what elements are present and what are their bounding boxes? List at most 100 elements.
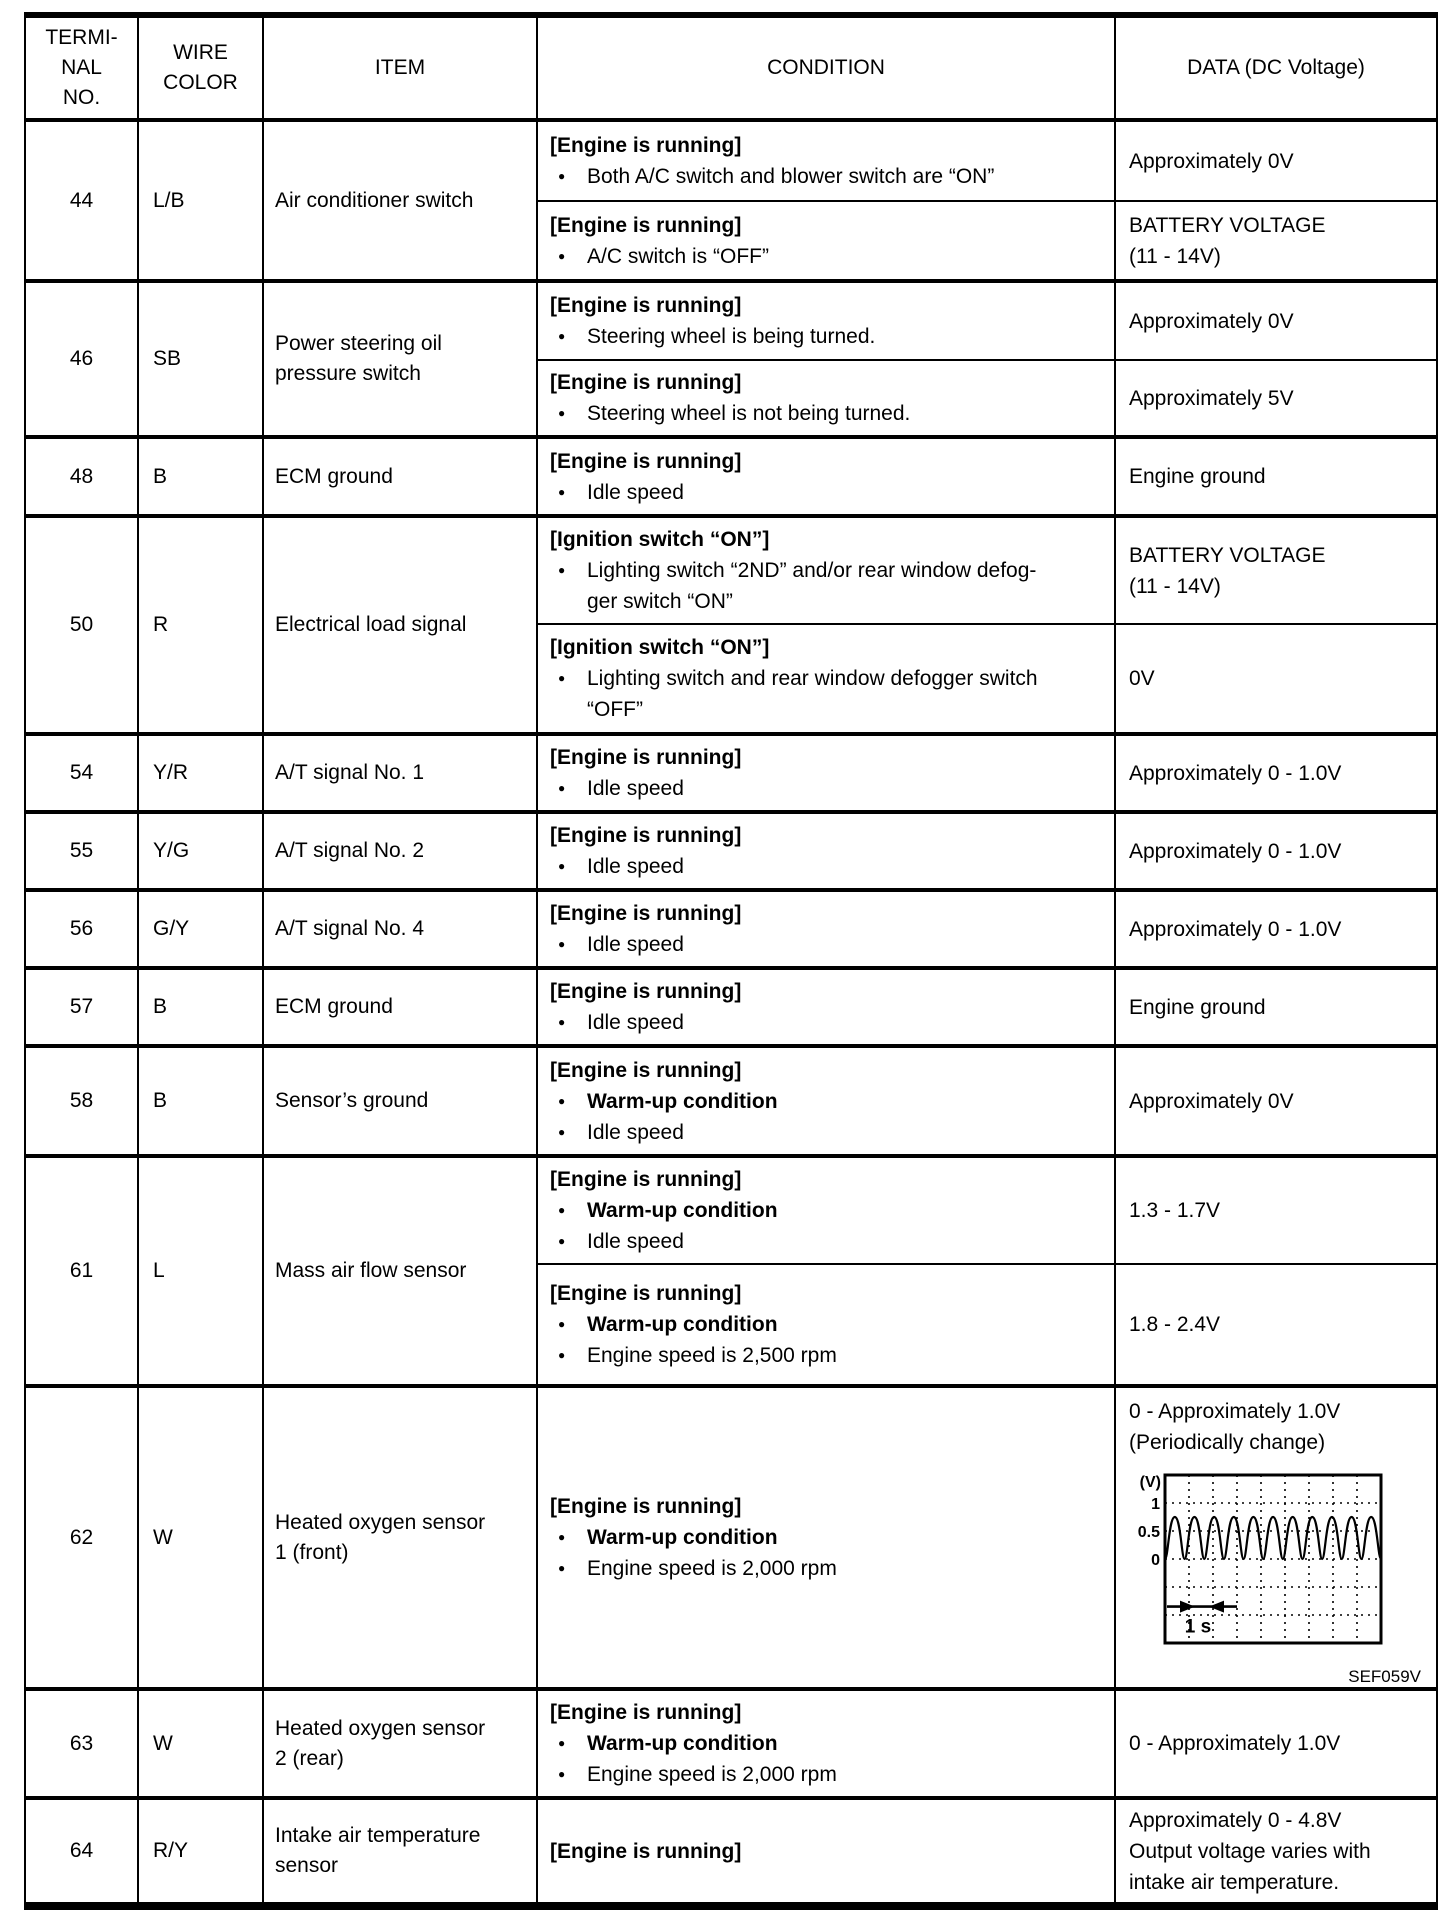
- item-cell: Intake air temperature sensor: [262, 1796, 538, 1906]
- data-value-text: 0V: [1129, 667, 1155, 690]
- condition-header: [Ignition switch “ON”]: [550, 528, 770, 551]
- col-header-terminal-no: TERMI- NAL NO.: [24, 15, 139, 122]
- condition-bullet: ● Idle speed: [538, 929, 1110, 960]
- wire-color-cell: G/Y: [137, 888, 264, 968]
- terminal-no-cell: 58: [24, 1044, 139, 1156]
- span-arrowhead-right-icon: [1180, 1600, 1195, 1613]
- condition-bullet-text: Engine speed is 2,000 rpm: [587, 1763, 837, 1786]
- item-cell: Mass air flow sensor: [262, 1154, 538, 1386]
- data-value-text: Approximately 5V: [1129, 386, 1294, 410]
- condition-bullet: ● Engine speed is 2,000 rpm: [538, 1553, 1110, 1584]
- condition-bullet-text: Both A/C switch and blower switch are “O…: [587, 165, 995, 188]
- terminal-no-cell: 61: [24, 1154, 139, 1386]
- data-cell: Approximately 0 - 1.0V: [1114, 810, 1438, 890]
- wire-color-cell: L: [137, 1154, 264, 1386]
- col-header-wire-color: WIRE COLOR: [137, 15, 264, 122]
- bullet-icon: ●: [558, 1736, 566, 1750]
- condition-header: [Engine is running]: [550, 980, 742, 1003]
- data-cell: Approximately 0V: [1114, 1044, 1438, 1156]
- condition-bullet-text: Idle speed: [587, 1230, 684, 1253]
- item-cell: ECM ground: [262, 435, 538, 516]
- table-row: 44 L/B Air conditioner switch [Engine is ru…: [24, 118, 1438, 281]
- bullet-icon: ●: [558, 1530, 566, 1544]
- condition-bullet-text: Idle speed: [587, 1120, 684, 1144]
- condition-header: [Engine is running]: [550, 1839, 742, 1863]
- bullet-icon: ●: [558, 1234, 566, 1248]
- condition-header: [Engine is running]: [550, 746, 742, 769]
- condition-bullet: ● Idle speed: [538, 851, 1110, 882]
- condition-cell: [Engine is running] ● Steering wheel is no…: [536, 359, 1116, 437]
- table-row: [Engine is running] ● A/C switch is “OFF” B…: [25, 200, 1438, 281]
- data-value-text: BATTERY VOLTAGE (11 - 14V): [1129, 213, 1326, 268]
- wire-color-cell: B: [137, 966, 264, 1046]
- condition-bullet-text: Steering wheel is being turned.: [587, 325, 876, 348]
- data-value-text: Approximately 0 - 1.0V: [1129, 761, 1342, 785]
- y-axis-tick-label: 0.5: [1138, 1524, 1160, 1541]
- wire-color-cell: R: [137, 514, 264, 734]
- data-value-text: 0 - Approximately 1.0V (Periodically cha…: [1129, 1400, 1341, 1454]
- col-header-item: ITEM: [262, 15, 538, 122]
- condition-cell: [Ignition switch “ON”] ● Lighting switch “…: [536, 514, 1116, 624]
- condition-cell: [Ignition switch “ON”] ● Lighting switch a…: [536, 623, 1116, 734]
- condition-cell: [Engine is running]: [536, 1796, 1116, 1906]
- condition-bullet: ● Warm-up condition: [538, 1309, 1110, 1340]
- table-row: 46 SB Power steering oil pressure switch [E…: [24, 279, 1438, 437]
- condition-bullet-text: Idle speed: [587, 480, 684, 504]
- condition-bullet-text: Idle speed: [587, 855, 684, 878]
- item-cell: Heated oxygen sensor 1 (front): [262, 1384, 538, 1689]
- terminal-no-cell: 62: [24, 1384, 139, 1689]
- data-value-text: Engine ground: [1129, 465, 1266, 488]
- ecm-terminal-voltage-table: TERMI- NAL NO. WIRE COLOR ITEM CONDITION…: [24, 12, 1438, 1910]
- condition-header: [Engine is running]: [550, 902, 742, 925]
- condition-cell: [Engine is running] ● Idle speed: [536, 732, 1116, 812]
- time-span-label: 1 s: [1185, 1617, 1211, 1638]
- condition-header: [Engine is running]: [550, 213, 742, 237]
- col-header-condition: CONDITION: [536, 15, 1116, 122]
- condition-bullet: ● Idle speed: [538, 477, 1110, 508]
- item-cell: A/T signal No. 2: [262, 810, 538, 890]
- wire-color-cell: R/Y: [137, 1796, 264, 1906]
- condition-cell: [Engine is running] ● Steering wheel is be…: [536, 279, 1116, 360]
- condition-cell: [Engine is running] ● Idle speed: [536, 966, 1116, 1046]
- condition-bullet-text: Idle speed: [587, 1011, 684, 1034]
- bullet-icon: ●: [558, 329, 566, 343]
- condition-bullet-text: Engine speed is 2,000 rpm: [587, 1557, 837, 1580]
- table-row: [Engine is running] ● Warm-up condition ● En…: [25, 1263, 1438, 1386]
- data-cell: 0 - Approximately 1.0V (Periodically cha…: [1114, 1384, 1438, 1689]
- table-row: [Engine is running] ● Steering wheel is no…: [25, 359, 1438, 437]
- condition-header: [Engine is running]: [550, 371, 742, 394]
- condition-bullet: ● Idle speed: [538, 773, 1110, 804]
- data-cell: 0V: [1114, 623, 1438, 734]
- condition-bullet-text: Warm-up condition: [587, 1089, 778, 1113]
- bullet-icon: ●: [558, 406, 566, 420]
- data-value-text: Approximately 0 - 4.8V Output voltage va…: [1129, 1808, 1371, 1894]
- condition-header: [Ignition switch “ON”]: [550, 636, 770, 659]
- data-cell: Approximately 0V: [1114, 279, 1438, 360]
- wire-color-cell: B: [137, 1044, 264, 1156]
- data-cell: Approximately 0 - 1.0V: [1114, 888, 1438, 968]
- condition-bullet: ● Engine speed is 2,500 rpm: [538, 1340, 1110, 1371]
- condition-bullet: ● Steering wheel is being turned.: [538, 321, 1110, 352]
- table-row: 48 B ECM ground [Engine is running] ● Idle sp…: [24, 435, 1438, 516]
- y-axis-tick-label: 0: [1151, 1552, 1160, 1569]
- data-value-text: Approximately 0 - 1.0V: [1129, 839, 1342, 863]
- wire-color-cell: W: [137, 1687, 264, 1798]
- condition-bullet-text: Steering wheel is not being turned.: [587, 402, 911, 425]
- table-row: 56 G/Y A/T signal No. 4 [Engine is running]…: [24, 888, 1438, 968]
- terminal-no-cell: 57: [24, 966, 139, 1046]
- figure-code-label: SEF059V: [1348, 1667, 1421, 1686]
- bullet-icon: ●: [558, 1348, 566, 1362]
- voltage-waveform-figure: (V) 1 0.5 0 1 s: [1129, 1472, 1436, 1657]
- table-row: 61 L Mass air flow sensor [Engine is runnin…: [24, 1154, 1438, 1386]
- condition-header: [Engine is running]: [550, 1282, 742, 1305]
- condition-bullet-text: Warm-up condition: [587, 1526, 778, 1549]
- data-cell: Approximately 0 - 4.8V Output voltage va…: [1114, 1796, 1438, 1906]
- data-value-text: Engine ground: [1129, 995, 1266, 1019]
- data-cell: 1.8 - 2.4V: [1114, 1263, 1438, 1386]
- bullet-icon: ●: [558, 1015, 566, 1029]
- data-cell: 1.3 - 1.7V: [1114, 1154, 1438, 1264]
- table-row: 64 R/Y Intake air temperature sensor [Engin…: [24, 1796, 1438, 1906]
- terminal-no-cell: 44: [24, 118, 139, 281]
- bullet-icon: ●: [558, 781, 566, 795]
- condition-bullet: ● Engine speed is 2,000 rpm: [538, 1759, 1110, 1790]
